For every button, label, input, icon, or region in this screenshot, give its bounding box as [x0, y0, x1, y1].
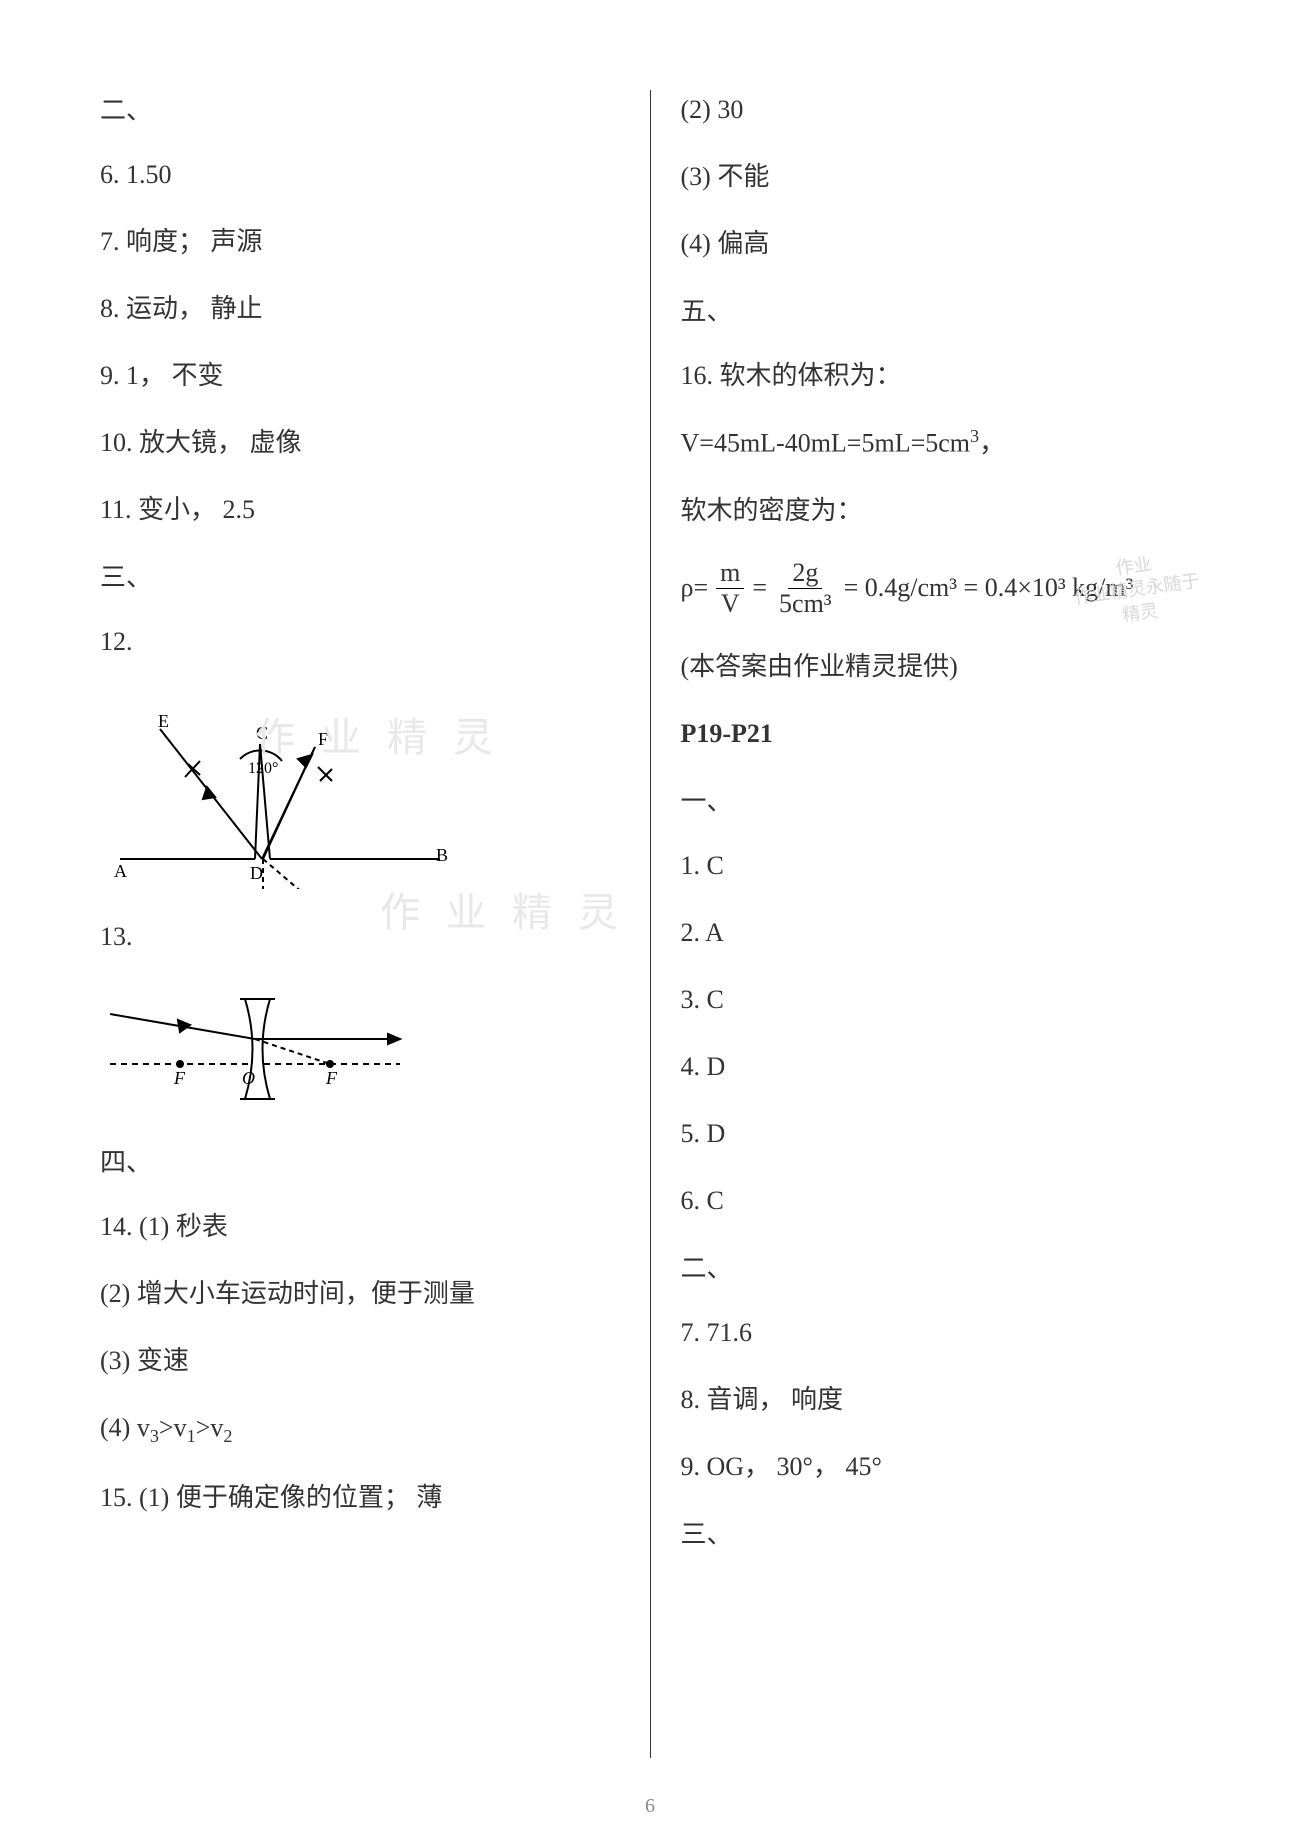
label-O: O — [242, 1068, 255, 1088]
diagram-12-reflection: E C F 120° A B D G — [100, 689, 620, 889]
label-F-right: F — [325, 1068, 338, 1088]
label-F: F — [318, 729, 328, 749]
answer-16-volume: V=45mL-40mL=5mL=5cm3， — [681, 423, 1201, 463]
answer-14-1: 14. (1) 秒表 — [100, 1207, 620, 1246]
answer-10: 10. 放大镜， 虚像 — [100, 423, 620, 462]
answer-14-3: (3) 变速 — [100, 1341, 620, 1380]
label-angle: 120° — [248, 760, 278, 777]
answer-b3: 3. C — [681, 980, 1201, 1019]
answer-b2: 2. A — [681, 913, 1201, 952]
answer-14-2: (2) 增大小车运动时间，便于测量 — [100, 1274, 620, 1313]
answer-16-density-label: 软木的密度为： — [681, 491, 1201, 530]
answer-15-4: (4) 偏高 — [681, 224, 1201, 263]
page-range: P19-P21 — [681, 714, 1201, 753]
section-4-header: 四、 — [100, 1142, 620, 1179]
answer-7: 7. 响度； 声源 — [100, 222, 620, 261]
answer-b1: 1. C — [681, 846, 1201, 885]
label-B: B — [436, 845, 448, 865]
label-C: C — [256, 723, 268, 743]
section-5-header: 五、 — [681, 291, 1201, 328]
label-E: E — [158, 711, 169, 731]
answer-b7: 7. 71.6 — [681, 1313, 1201, 1352]
section-2-header: 二、 — [100, 90, 620, 127]
answer-14-4: (4) v3>v1>v2 — [100, 1408, 620, 1450]
answer-b8: 8. 音调， 响度 — [681, 1380, 1201, 1419]
right-column: (2) 30 (3) 不能 (4) 偏高 五、 16. 软木的体积为： V=45… — [651, 90, 1211, 1758]
provided-by: (本答案由作业精灵提供) — [681, 647, 1201, 686]
answer-9: 9. 1， 不变 — [100, 356, 620, 395]
answer-15-1: 15. (1) 便于确定像的位置； 薄 — [100, 1478, 620, 1517]
answer-6: 6. 1.50 — [100, 155, 620, 194]
answer-12-label: 12. — [100, 622, 620, 661]
label-D: D — [250, 863, 263, 883]
answer-13-label: 13. — [100, 917, 620, 956]
answer-15-2: (2) 30 — [681, 90, 1201, 129]
answer-8: 8. 运动， 静止 — [100, 289, 620, 328]
page-number: 6 — [645, 1795, 655, 1818]
answer-b5: 5. D — [681, 1114, 1201, 1153]
answer-b6: 6. C — [681, 1181, 1201, 1220]
answer-b4: 4. D — [681, 1047, 1201, 1086]
section-3b-header: 三、 — [681, 1514, 1201, 1551]
answer-b9: 9. OG， 30°， 45° — [681, 1447, 1201, 1486]
section-2b-header: 二、 — [681, 1248, 1201, 1285]
answer-15-3: (3) 不能 — [681, 157, 1201, 196]
label-F-left: F — [173, 1068, 186, 1088]
section-3-header: 三、 — [100, 557, 620, 594]
label-A: A — [114, 861, 127, 881]
left-column: 二、 6. 1.50 7. 响度； 声源 8. 运动， 静止 9. 1， 不变 … — [90, 90, 650, 1758]
section-1b-header: 一、 — [681, 781, 1201, 818]
diagram-13-lens: F O F — [100, 984, 620, 1114]
answer-16-label: 16. 软木的体积为： — [681, 356, 1201, 395]
answer-11: 11. 变小， 2.5 — [100, 490, 620, 529]
